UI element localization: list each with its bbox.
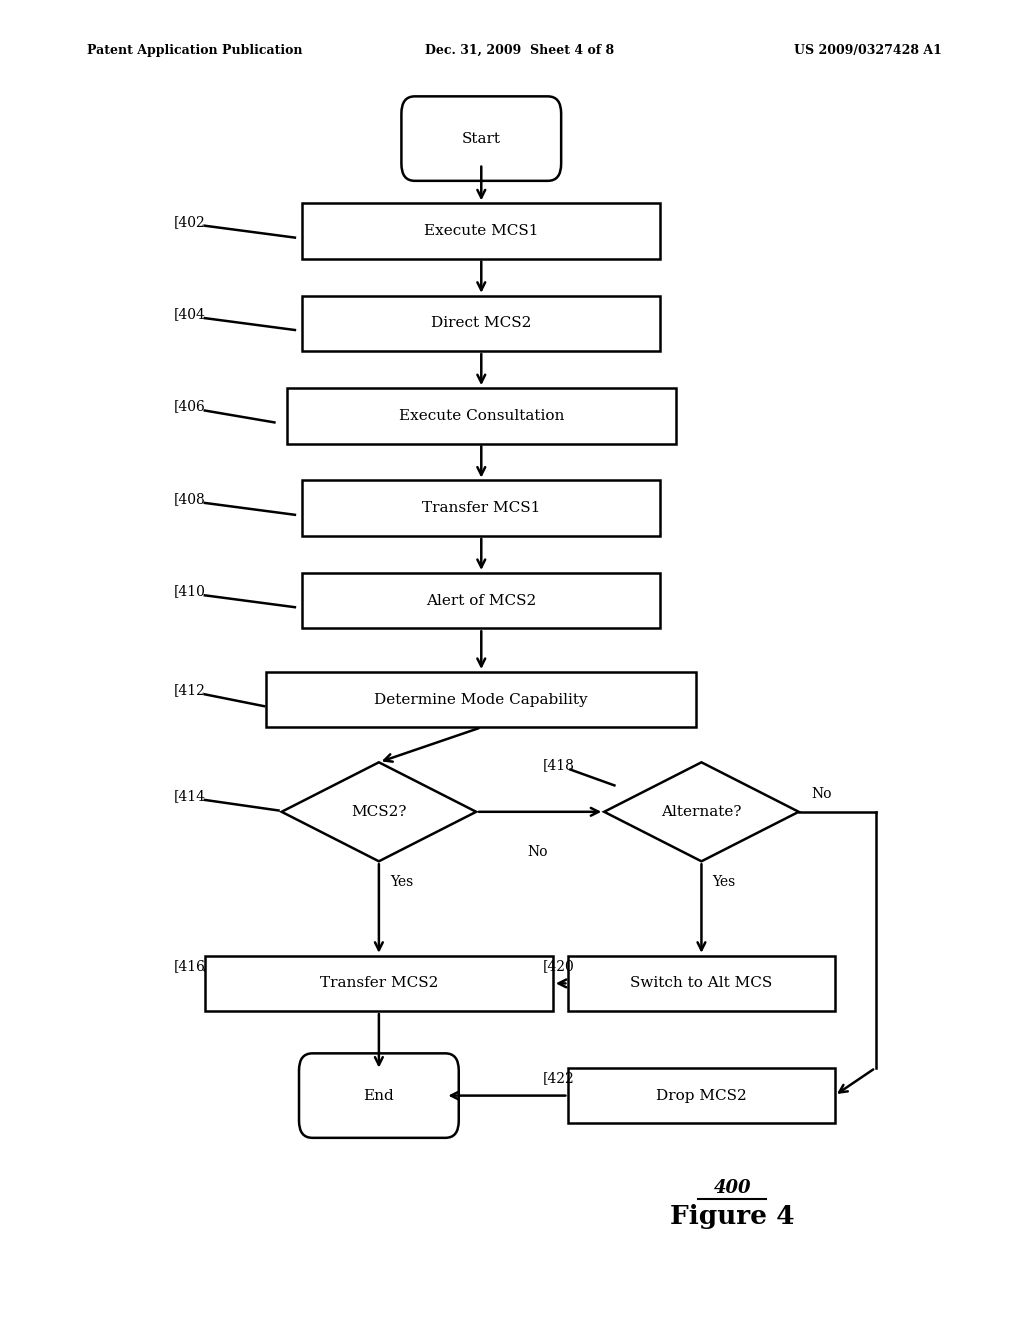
Text: [416: [416: [174, 960, 206, 973]
Polygon shape: [282, 763, 476, 861]
Text: No: No: [527, 845, 548, 859]
Text: [404: [404: [174, 308, 206, 321]
Text: End: End: [364, 1089, 394, 1102]
Text: Switch to Alt MCS: Switch to Alt MCS: [631, 977, 772, 990]
Text: Transfer MCS1: Transfer MCS1: [422, 502, 541, 515]
Text: Figure 4: Figure 4: [670, 1204, 795, 1229]
Text: [408: [408: [174, 492, 206, 506]
Text: [412: [412: [174, 684, 206, 697]
Bar: [287, 388, 676, 444]
Bar: [205, 956, 553, 1011]
Text: Alert of MCS2: Alert of MCS2: [426, 594, 537, 607]
Text: Execute MCS1: Execute MCS1: [424, 224, 539, 238]
Text: [410: [410: [174, 585, 206, 598]
Text: 400: 400: [714, 1179, 751, 1197]
Text: [402: [402: [174, 215, 206, 228]
Text: [406: [406: [174, 400, 206, 413]
Text: Yes: Yes: [713, 874, 735, 888]
Bar: [568, 1068, 835, 1123]
Text: [418: [418: [543, 759, 574, 772]
Bar: [266, 672, 696, 727]
Bar: [302, 203, 660, 259]
Text: Transfer MCS2: Transfer MCS2: [319, 977, 438, 990]
FancyBboxPatch shape: [401, 96, 561, 181]
Text: US 2009/0327428 A1: US 2009/0327428 A1: [794, 44, 941, 57]
Text: Dec. 31, 2009  Sheet 4 of 8: Dec. 31, 2009 Sheet 4 of 8: [425, 44, 614, 57]
Text: No: No: [811, 787, 831, 801]
Text: [422: [422: [543, 1072, 574, 1085]
Text: Patent Application Publication: Patent Application Publication: [87, 44, 302, 57]
Polygon shape: [604, 763, 799, 861]
Bar: [302, 480, 660, 536]
Text: Alternate?: Alternate?: [662, 805, 741, 818]
Text: Determine Mode Capability: Determine Mode Capability: [375, 693, 588, 706]
Bar: [302, 573, 660, 628]
Bar: [568, 956, 835, 1011]
Text: Direct MCS2: Direct MCS2: [431, 317, 531, 330]
Bar: [302, 296, 660, 351]
Text: Execute Consultation: Execute Consultation: [398, 409, 564, 422]
Text: [420: [420: [543, 960, 574, 973]
Text: Start: Start: [462, 132, 501, 145]
Text: Drop MCS2: Drop MCS2: [656, 1089, 746, 1102]
FancyBboxPatch shape: [299, 1053, 459, 1138]
Text: MCS2?: MCS2?: [351, 805, 407, 818]
Text: Yes: Yes: [390, 874, 413, 888]
Text: [414: [414: [174, 789, 206, 803]
